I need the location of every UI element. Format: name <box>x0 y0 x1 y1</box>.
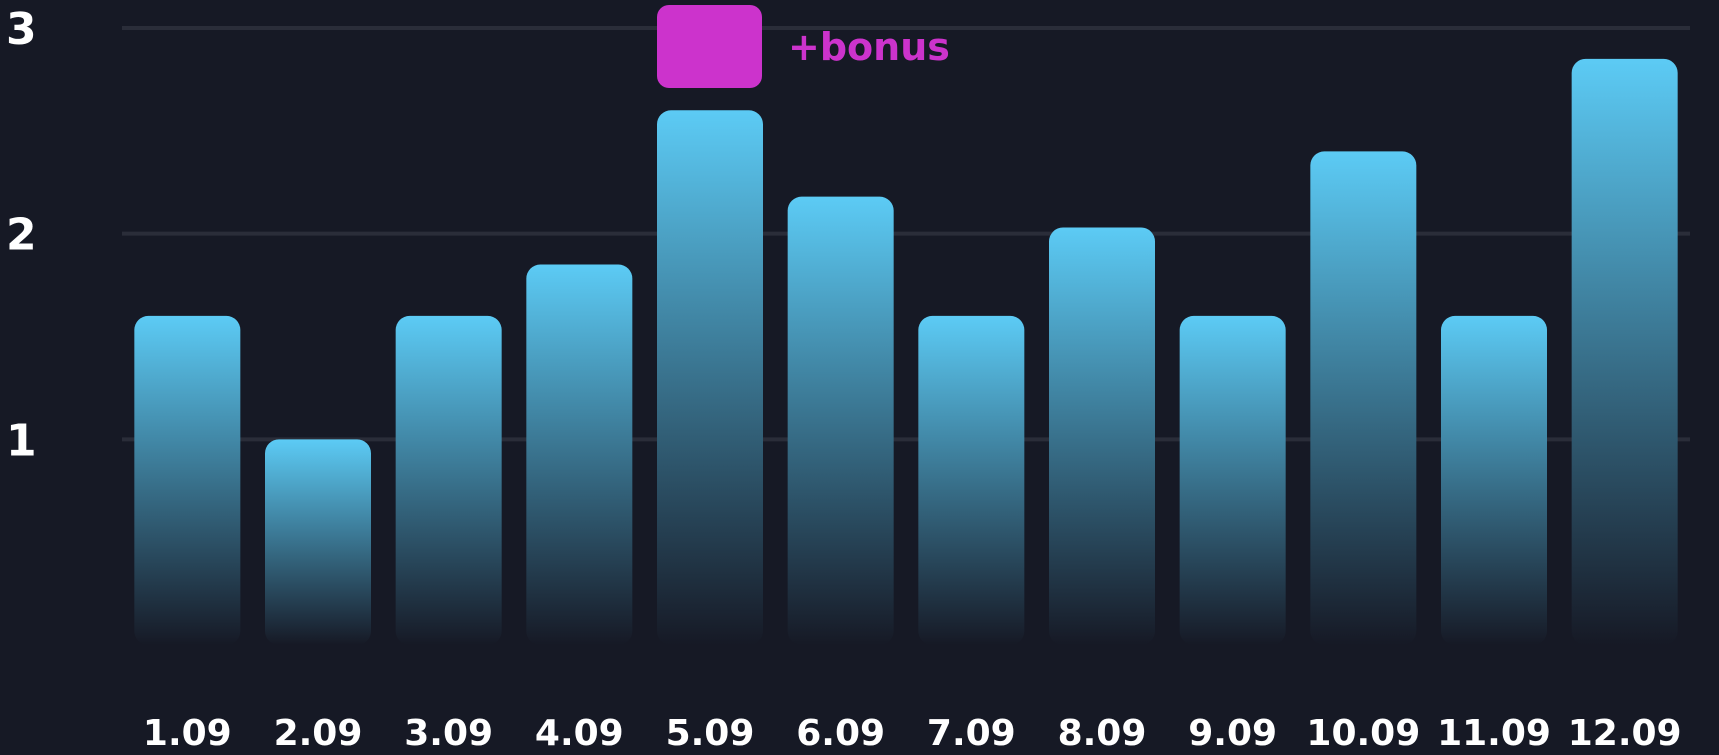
x-tick-label: 5.09 <box>666 713 755 754</box>
bar-7.09 <box>918 315 1025 645</box>
x-tick-label: 9.09 <box>1188 713 1277 754</box>
legend: +bonus <box>657 5 950 88</box>
bars <box>134 58 1678 646</box>
y-tick-label: 1 <box>6 415 37 466</box>
x-tick-label: 7.09 <box>927 713 1016 754</box>
y-tick-label: 3 <box>6 4 37 55</box>
x-tick-label: 2.09 <box>274 713 363 754</box>
bar-10.09 <box>1310 151 1417 645</box>
bar-11.09 <box>1441 315 1547 645</box>
x-tick-label: 12.09 <box>1568 713 1682 754</box>
y-axis-labels: 1 2 3 <box>6 4 37 466</box>
bar-9.09 <box>1179 315 1286 645</box>
x-tick-label: 8.09 <box>1058 713 1147 754</box>
legend-swatch <box>657 5 762 88</box>
bar-2.09 <box>265 439 371 645</box>
y-tick-label: 2 <box>6 210 37 261</box>
x-tick-label: 4.09 <box>535 713 624 754</box>
x-tick-label: 11.09 <box>1437 713 1551 754</box>
x-tick-label: 6.09 <box>796 713 885 754</box>
bar-8.09 <box>1049 227 1155 645</box>
bar-3.09 <box>395 315 502 645</box>
legend-label: +bonus <box>788 25 950 69</box>
x-tick-label: 10.09 <box>1306 713 1420 754</box>
gridlines <box>122 26 1690 442</box>
bar-1.09 <box>134 315 241 645</box>
bar-5.09 <box>657 110 763 646</box>
bar-4.09 <box>526 264 633 645</box>
bar-12.09 <box>1571 58 1678 646</box>
x-tick-label: 1.09 <box>143 713 232 754</box>
x-tick-label: 3.09 <box>404 713 493 754</box>
bar-6.09 <box>787 196 894 645</box>
x-axis-labels: 1.09 2.09 3.09 4.09 5.09 6.09 7.09 8.09 9.09 10.0… <box>143 713 1682 754</box>
